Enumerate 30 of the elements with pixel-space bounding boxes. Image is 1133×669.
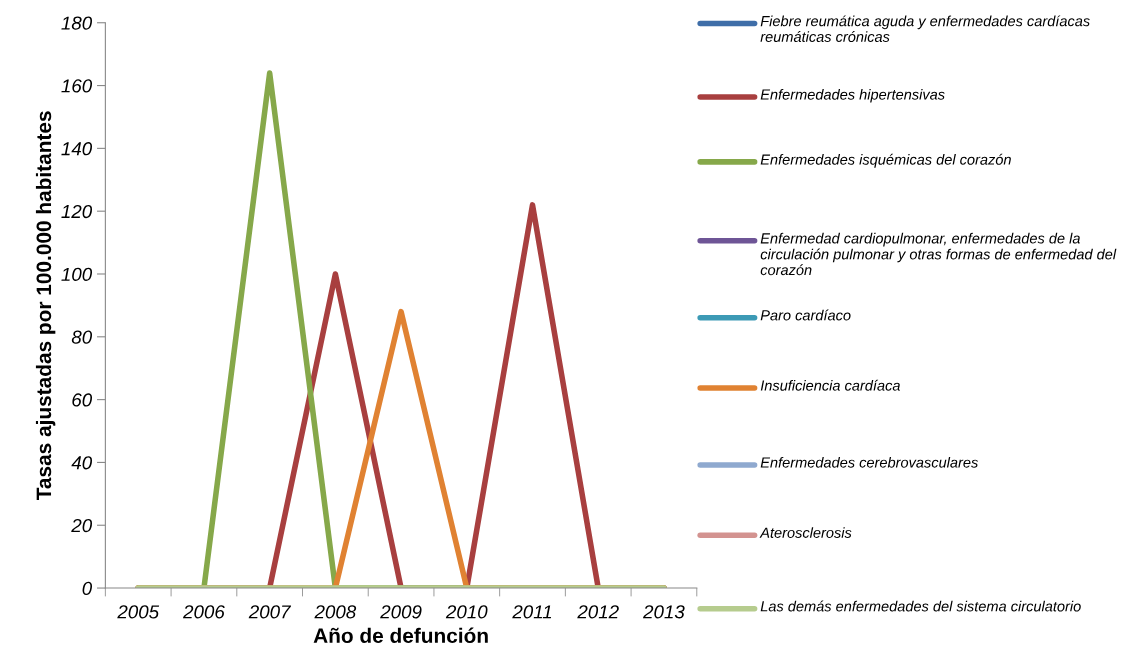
y-tick-label: 60	[72, 393, 93, 407]
x-tick-label: 2013	[642, 605, 685, 619]
x-tick-label: 2011	[512, 605, 552, 619]
x-tick-label: 2008	[314, 605, 357, 619]
x-tick-label: 2006	[182, 605, 225, 619]
legend-label: Enfermedades cerebrovasculares	[760, 456, 978, 468]
legend-label: Las demás enfermedades del sistema circulatorio	[760, 600, 1081, 612]
x-tick-label: 2010	[445, 605, 488, 619]
x-tick-label: 2007	[248, 605, 292, 619]
y-tick-label: 180	[61, 16, 93, 30]
legend-label: Enfermedades isquémicas del corazón	[760, 153, 1011, 168]
y-axis-title: Tasas ajustadas por 100.000 habitantes	[35, 111, 56, 501]
legend-label: Fiebre reumática aguda y enfermedades cardíacas reumáticas crónicas	[760, 15, 1090, 42]
legend-label: Paro cardíaco	[760, 309, 851, 321]
y-tick-label: 0	[82, 581, 93, 596]
y-tick-label: 80	[71, 330, 93, 344]
x-axis-title: Año de defunción	[313, 627, 488, 644]
x-tick-label: 2005	[117, 605, 160, 619]
y-tick-label: 160	[61, 79, 93, 93]
y-tick-label: 120	[61, 204, 93, 219]
legend-label: Enfermedad cardiopulmonar, enfermedades de la circulación pulmonar y otras formas de enfermedad del corazón	[760, 232, 1117, 276]
legend-label: Enfermedades hipertensivas	[760, 88, 945, 103]
legend-label: Insuficiencia cardíaca	[760, 379, 900, 391]
x-tick-label: 2012	[577, 605, 619, 619]
y-tick-label: 40	[71, 456, 93, 470]
legend-label: Aterosclerosis	[759, 527, 852, 538]
y-tick-label: 20	[71, 518, 93, 533]
x-tick-label: 2009	[380, 605, 422, 619]
y-tick-label: 140	[61, 142, 93, 156]
y-tick-label: 100	[61, 267, 93, 281]
